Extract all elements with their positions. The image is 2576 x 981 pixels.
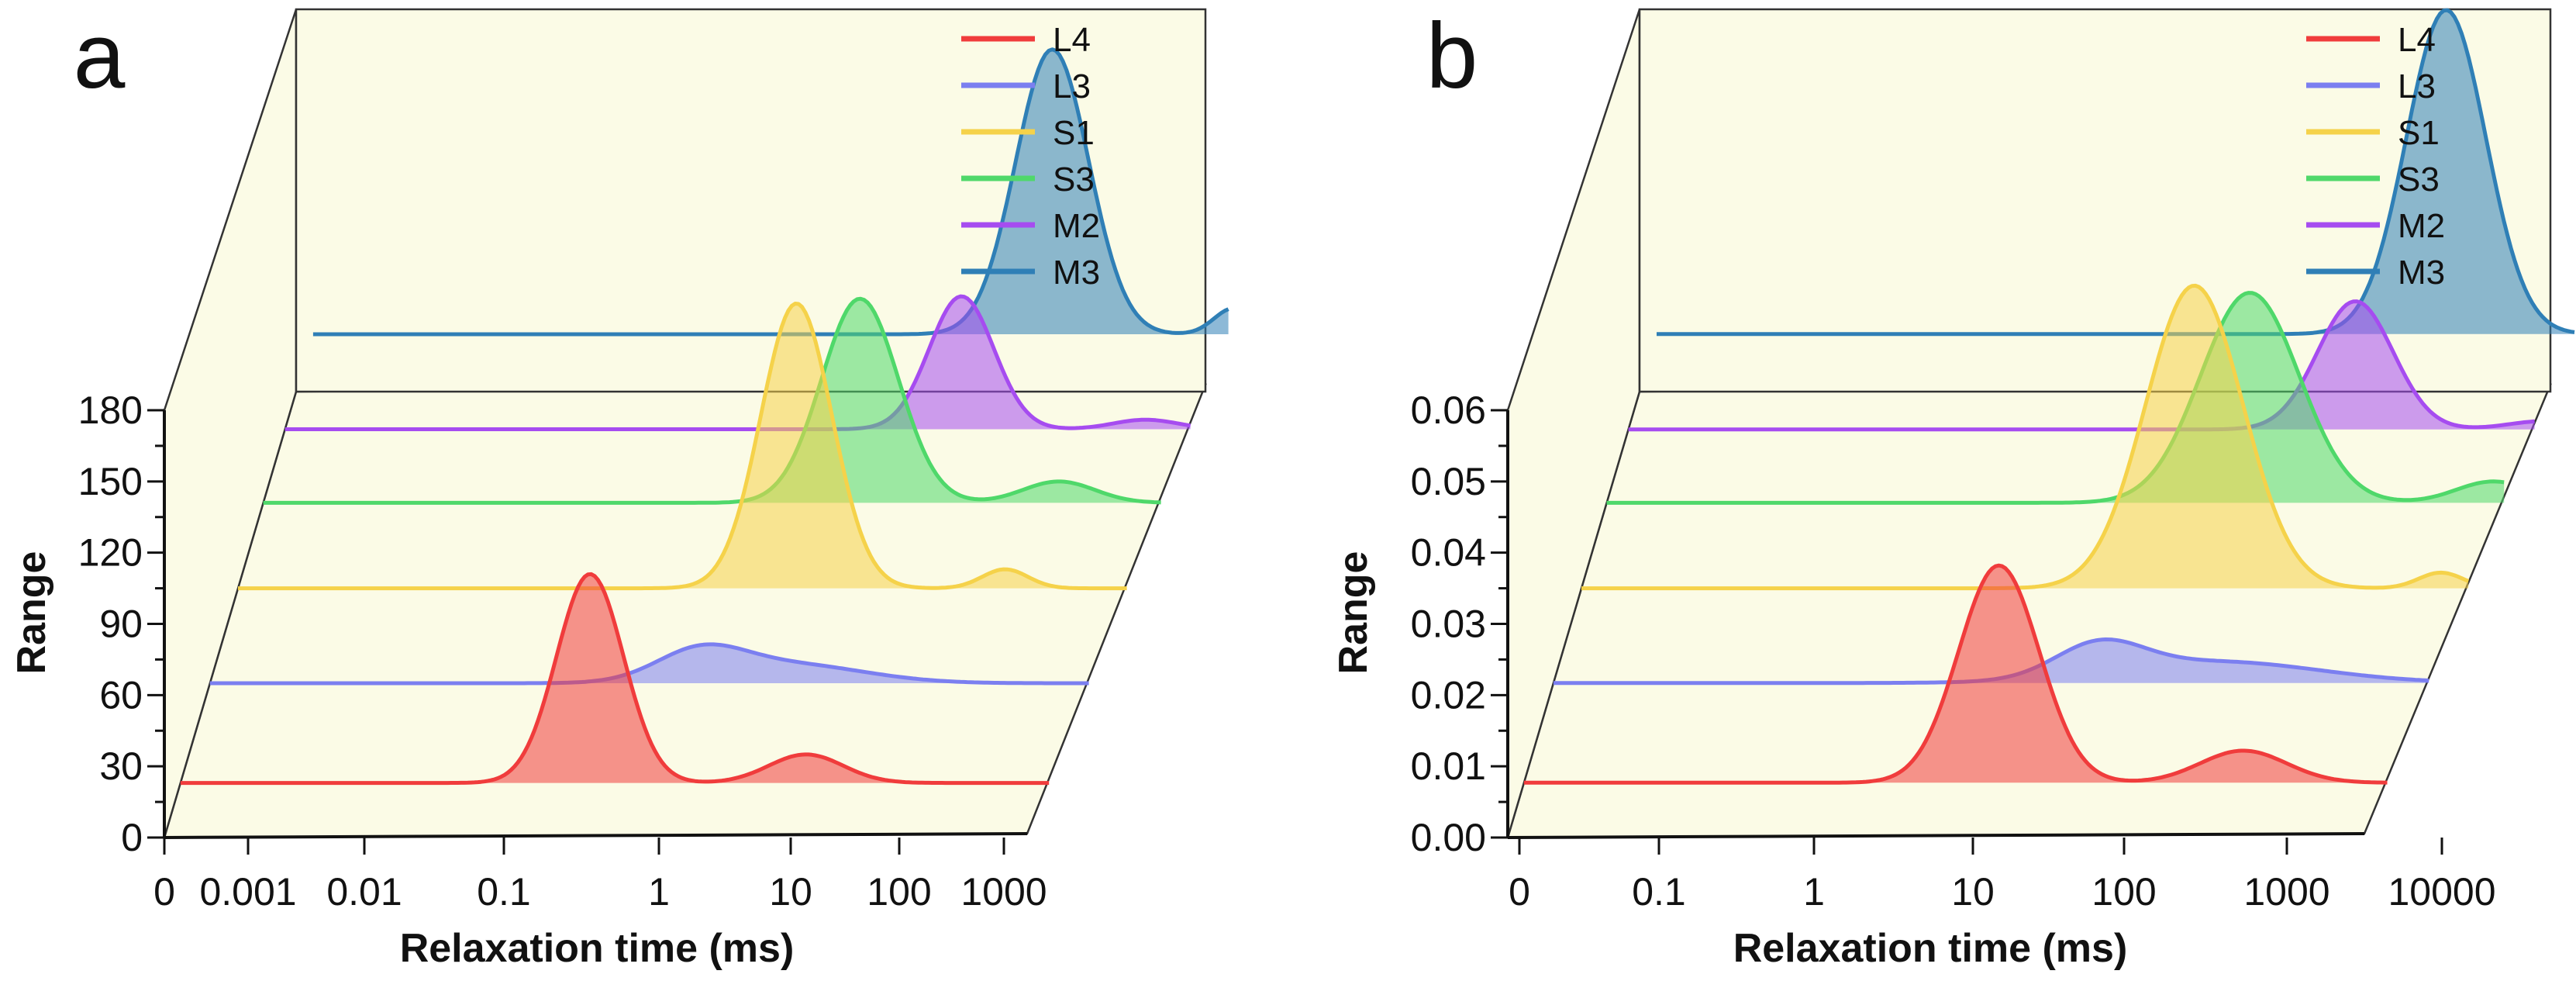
legend-label-M2: M2: [2398, 207, 2445, 245]
y-tick-label: 0: [121, 816, 143, 859]
series-line-S1: [238, 302, 1127, 591]
series-line-M3: [312, 47, 1229, 337]
series-line-L4: [1523, 563, 2388, 785]
legend-label-S3: S3: [2398, 161, 2440, 199]
y-tick-label: 0.05: [1411, 460, 1486, 503]
series-line-M2: [1628, 299, 2535, 432]
series-fill-M3: [312, 49, 1229, 334]
y-tick-label: 90: [99, 603, 143, 646]
legend-label-L4: L4: [2398, 21, 2436, 59]
series-fill-L3: [1553, 639, 2429, 683]
legend-label-S3: S3: [1053, 161, 1095, 199]
legend: L4 L3 S1 S3 M2 M3: [2306, 21, 2445, 292]
x-tick-label: 1: [1803, 870, 1825, 914]
x-tick-label: 0.1: [477, 870, 531, 914]
series-line-M2: [284, 294, 1191, 431]
legend-label-M3: M3: [2398, 254, 2445, 292]
y-tick-label: 180: [78, 389, 143, 432]
series-line-S1: [1581, 283, 2470, 591]
series-fill-L4: [1523, 565, 2388, 783]
floor-plane: [163, 383, 1207, 839]
legend-label-M2: M2: [1053, 207, 1100, 245]
y-tick-label: 0.03: [1411, 603, 1486, 646]
series-fill-S3: [1606, 292, 2505, 503]
y-axis-title: Range: [1331, 551, 1376, 675]
series-line-L4: [180, 572, 1050, 786]
panel-b: 0.00 0.01 0.02 0.03 0.04 0.05 0.06 0 0.1 1 10 100 10…: [1331, 4, 2575, 971]
x-tick-label: 0: [153, 870, 175, 914]
y-tick-label: 120: [78, 531, 143, 575]
series-line-L3: [209, 642, 1089, 686]
x-axis-line: [164, 832, 1028, 839]
x-tick-label: 1000: [960, 870, 1047, 914]
x-tick-label: 1: [648, 870, 670, 914]
legend-label-S1: S1: [1053, 114, 1095, 152]
x-tick-label: 0.1: [1632, 870, 1686, 914]
series-line-S3: [263, 296, 1161, 505]
legend-label-M3: M3: [1053, 254, 1100, 292]
x-axis-title: Relaxation time (ms): [400, 926, 795, 971]
series-line-S3: [1606, 291, 2505, 505]
y-tick-label: 150: [78, 460, 143, 503]
y-tick-label: 0.04: [1411, 531, 1486, 575]
series-fill-M3: [1657, 10, 2574, 334]
legend-label-S1: S1: [2398, 114, 2440, 152]
x-tick-label: 10: [1951, 870, 1995, 914]
series-fill-M2: [284, 296, 1191, 430]
y-tick-label: 60: [99, 673, 143, 717]
y-tick-label: 0.00: [1411, 816, 1486, 859]
x-tick-label: 0: [1509, 870, 1530, 914]
y-tick-label: 0.02: [1411, 673, 1486, 717]
x-tick-label: 10000: [2388, 870, 2495, 914]
x-axis-title: Relaxation time (ms): [1733, 926, 2128, 971]
series-line-M3: [1657, 8, 2575, 337]
legend-label-L3: L3: [2398, 67, 2436, 105]
legend-label-L4: L4: [1053, 21, 1091, 59]
x-tick-label: 100: [2091, 870, 2156, 914]
y-tick-label: 30: [99, 744, 143, 788]
x-tick-label: 0.01: [326, 870, 402, 914]
y-tick-label: 0.01: [1411, 744, 1486, 788]
y-tick-label: 0.06: [1411, 389, 1486, 432]
series-fill-L4: [180, 574, 1050, 783]
x-tick-label: 10: [769, 870, 812, 914]
y-axis-title: Range: [9, 551, 54, 675]
legend: L4 L3 S1 S3 M2 M3: [961, 21, 1100, 292]
panel-a: 0 30 60 90 120 150 180 0 0.001 0.01 0.1 1 10 100 1000 R…: [9, 4, 1229, 971]
legend-label-L3: L3: [1053, 67, 1091, 105]
x-tick-label: 100: [867, 870, 931, 914]
series-fill-S1: [1581, 285, 2469, 589]
x-tick-label: 0.001: [199, 870, 296, 914]
x-tick-label: 1000: [2243, 870, 2329, 914]
panel-label: b: [1426, 4, 1478, 108]
x-axis-line: [1507, 832, 2365, 839]
panel-label: a: [74, 4, 126, 108]
